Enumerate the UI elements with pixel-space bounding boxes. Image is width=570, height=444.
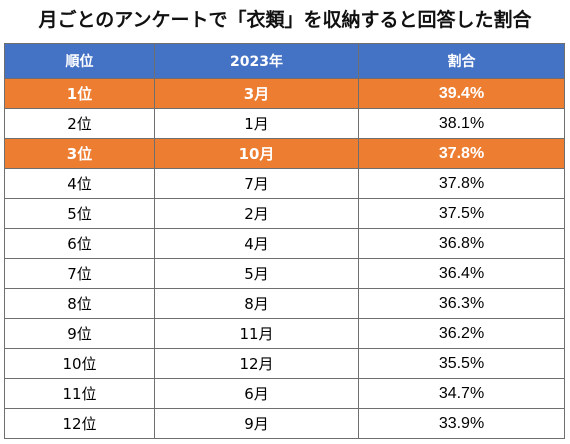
rank-cell: 3位	[4, 138, 155, 169]
month-cell: 8月	[154, 288, 359, 319]
table-row: 3位 10月 37.8%	[4, 138, 565, 169]
header-year: 2023年	[154, 43, 359, 79]
table-row: 12位 9月 33.9%	[4, 408, 565, 439]
header-ratio: 割合	[358, 43, 565, 79]
month-cell: 5月	[154, 258, 359, 289]
ranking-table: 順位 2023年 割合 1位 3月 39.4% 2位 1月 38.1% 3位 1…	[4, 43, 565, 439]
ratio-cell: 35.5%	[358, 348, 565, 379]
month-cell: 6月	[154, 378, 359, 409]
table-row: 10位 12月 35.5%	[4, 348, 565, 379]
ratio-cell: 36.4%	[358, 258, 565, 289]
rank-cell: 6位	[4, 228, 155, 259]
ratio-cell: 38.1%	[358, 108, 565, 139]
table-header-row: 順位 2023年 割合	[4, 43, 565, 79]
month-cell: 3月	[154, 78, 359, 109]
ratio-cell: 36.2%	[358, 318, 565, 349]
ratio-cell: 37.5%	[358, 198, 565, 229]
month-cell: 10月	[154, 138, 359, 169]
rank-cell: 7位	[4, 258, 155, 289]
rank-cell: 9位	[4, 318, 155, 349]
table-row: 7位 5月 36.4%	[4, 258, 565, 289]
table-row: 4位 7月 37.8%	[4, 168, 565, 199]
month-cell: 2月	[154, 198, 359, 229]
table-row: 8位 8月 36.3%	[4, 288, 565, 319]
ratio-cell: 36.3%	[358, 288, 565, 319]
table-row: 6位 4月 36.8%	[4, 228, 565, 259]
rank-cell: 1位	[4, 78, 155, 109]
month-cell: 12月	[154, 348, 359, 379]
month-cell: 11月	[154, 318, 359, 349]
rank-cell: 8位	[4, 288, 155, 319]
ratio-cell: 34.7%	[358, 378, 565, 409]
rank-cell: 10位	[4, 348, 155, 379]
month-cell: 4月	[154, 228, 359, 259]
ratio-cell: 39.4%	[358, 78, 565, 109]
ratio-cell: 37.8%	[358, 138, 565, 169]
table-row: 11位 6月 34.7%	[4, 378, 565, 409]
rank-cell: 4位	[4, 168, 155, 199]
month-cell: 1月	[154, 108, 359, 139]
table-row: 1位 3月 39.4%	[4, 78, 565, 109]
rank-cell: 2位	[4, 108, 155, 139]
rank-cell: 12位	[4, 408, 155, 439]
table-row: 2位 1月 38.1%	[4, 108, 565, 139]
rank-cell: 5位	[4, 198, 155, 229]
ratio-cell: 36.8%	[358, 228, 565, 259]
month-cell: 7月	[154, 168, 359, 199]
month-cell: 9月	[154, 408, 359, 439]
ratio-cell: 33.9%	[358, 408, 565, 439]
ratio-cell: 37.8%	[358, 168, 565, 199]
table-row: 5位 2月 37.5%	[4, 198, 565, 229]
table-row: 9位 11月 36.2%	[4, 318, 565, 349]
rank-cell: 11位	[4, 378, 155, 409]
header-rank: 順位	[4, 43, 155, 79]
page-title: 月ごとのアンケートで「衣類」を収納すると回答した割合	[38, 9, 532, 31]
